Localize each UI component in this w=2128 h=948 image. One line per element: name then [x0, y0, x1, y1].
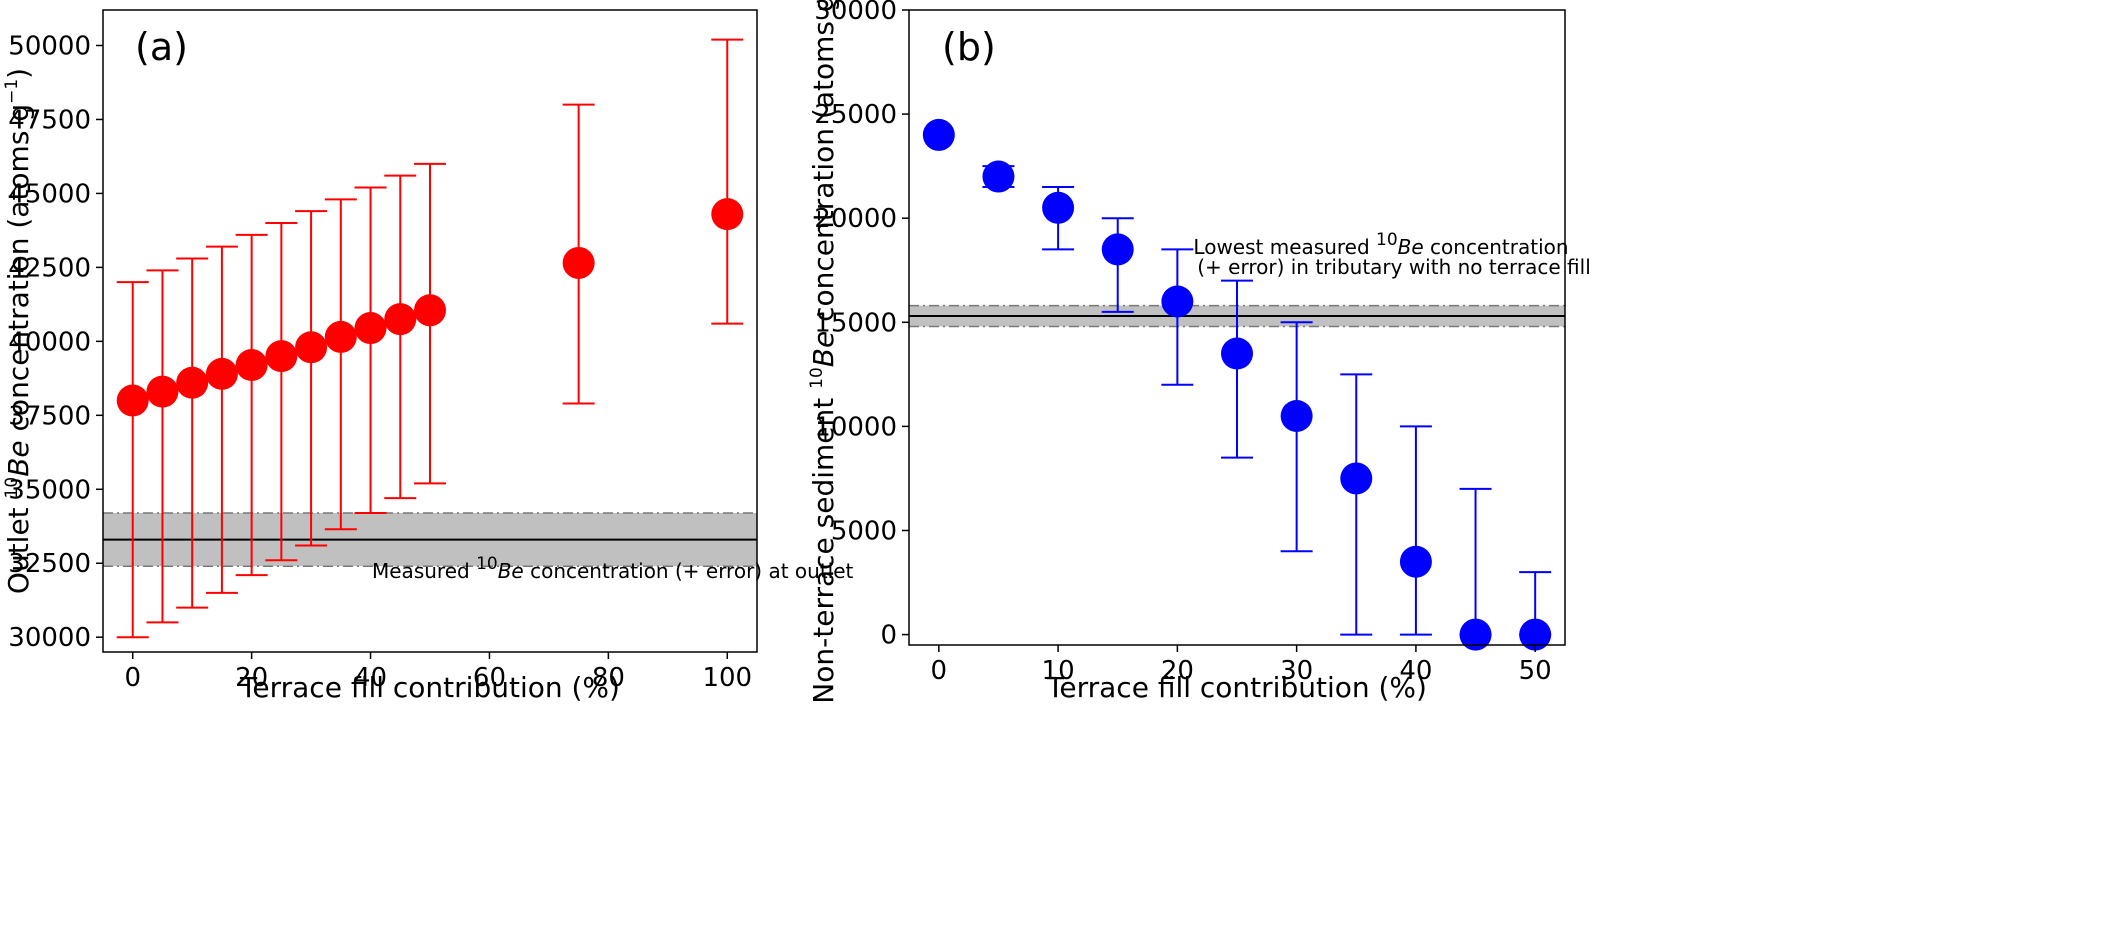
reference-annotation: Measured 10Be concentration (+ error) at… [372, 554, 854, 583]
y-tick-label: 25000 [814, 100, 897, 130]
y-tick-label: 5000 [831, 516, 897, 546]
x-tick-label: 40 [354, 663, 387, 693]
data-point [265, 340, 298, 373]
data-point [324, 320, 357, 353]
y-tick-label: 42500 [8, 253, 91, 283]
y-tick-label: 10000 [814, 412, 897, 442]
data-point [146, 375, 179, 408]
panel-label: (b) [942, 25, 996, 69]
data-marks [922, 118, 1552, 651]
data-point [562, 246, 595, 279]
data-point [116, 384, 149, 417]
x-axis-label: Terrace fill contribution (%) [1046, 671, 1427, 704]
panel-a-chart: 0 20 40 60 80 100 30000 32500 35000 37500 40000 425… [2, 9, 854, 704]
x-tick-label: 30 [1280, 656, 1313, 686]
data-point [1280, 399, 1313, 432]
y-tick-label: 15000 [814, 308, 897, 338]
x-tick-label: 50 [1519, 656, 1552, 686]
data-point [354, 312, 387, 345]
data-point [1101, 233, 1134, 266]
x-tick-label: 40 [1399, 656, 1432, 686]
data-point [295, 331, 328, 364]
x-tick-label: 20 [235, 663, 268, 693]
x-tick-label: 80 [592, 663, 625, 693]
data-point [205, 357, 238, 390]
data-point [1519, 618, 1552, 651]
plot-frame [102, 9, 758, 653]
y-tick-label: 47500 [8, 105, 91, 135]
y-tick-label: 0 [880, 621, 897, 651]
data-point [1459, 618, 1492, 651]
data-point [1340, 462, 1373, 495]
data-point [1161, 285, 1194, 318]
data-point [711, 198, 744, 231]
data-point [1042, 191, 1075, 224]
axis-ticks: 0 20 40 60 80 100 30000 32500 35000 37500 40000 425… [8, 32, 752, 693]
axis-ticks: 0 10 20 30 40 50 0 5000 10000 15000 20000 25000 3000… [814, 0, 1551, 686]
y-tick-label: 50000 [8, 32, 91, 62]
data-point [1399, 545, 1432, 578]
x-axis-label: Terrace fill contribution (%) [239, 671, 620, 704]
y-tick-label: 45000 [8, 179, 91, 209]
x-tick-label: 0 [931, 656, 948, 686]
data-point [414, 294, 446, 327]
reference-annotation-line1: Lowest measured 10Be concentration [1193, 230, 1568, 259]
x-tick-label: 20 [1161, 656, 1194, 686]
y-tick-label: 40000 [8, 327, 91, 357]
panel-b-chart: 0 10 20 30 40 50 0 5000 10000 15000 20000 25000 3000… [807, 0, 1591, 704]
data-point [1221, 337, 1253, 370]
y-tick-label: 30000 [814, 0, 897, 26]
data-point [384, 303, 417, 336]
x-tick-label: 60 [473, 663, 506, 693]
data-point [176, 366, 209, 399]
data-marks [116, 38, 744, 639]
y-tick-label: 35000 [8, 475, 91, 505]
data-point [922, 118, 955, 151]
x-tick-label: 100 [702, 663, 752, 693]
x-tick-label: 0 [124, 663, 141, 693]
y-axis-label: Non-terrace sediment 10Be concentration … [807, 0, 840, 704]
reference-annotation-line2: (+ error) in tributary with no terrace f… [1197, 255, 1591, 279]
y-tick-label: 30000 [8, 623, 91, 653]
y-tick-label: 37500 [8, 401, 91, 431]
panel-label: (a) [135, 25, 188, 69]
reference-band [103, 512, 757, 567]
x-tick-label: 10 [1042, 656, 1075, 686]
data-point [235, 349, 268, 382]
y-axis-label: Outlet 10Be concentration (atoms g−1) [2, 68, 35, 594]
data-point [982, 160, 1015, 193]
plot-frame [908, 9, 1566, 646]
y-tick-label: 20000 [814, 204, 897, 234]
y-tick-label: 32500 [8, 549, 91, 579]
